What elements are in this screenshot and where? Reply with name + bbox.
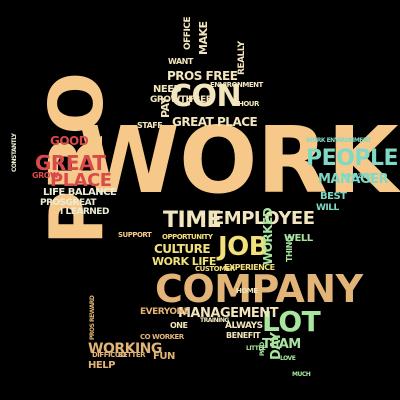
cloud-word: LIFE BALANCE — [43, 187, 117, 198]
cloud-word: HELP — [88, 360, 115, 371]
cloud-word: STAFF — [137, 121, 163, 130]
cloud-word: GROWTH — [150, 95, 193, 105]
cloud-word: GOOD — [50, 134, 89, 148]
cloud-word: PROS FREE — [167, 69, 238, 83]
cloud-word: CUSTOMER — [195, 265, 235, 273]
cloud-word: WORK LIFE — [152, 255, 216, 268]
cloud-word: COMPANY — [155, 267, 363, 311]
cloud-word: PEOPLE — [305, 146, 399, 171]
cloud-word: GREAT PLACE — [172, 115, 258, 129]
cloud-word: WORKED — [261, 207, 275, 265]
cloud-word: EXPERIENCE — [224, 263, 275, 272]
cloud-word: LITTLE — [246, 345, 266, 352]
cloud-word: FREE — [188, 95, 212, 105]
cloud-word: ALWAYS — [225, 321, 263, 331]
cloud-word: AMAZING — [344, 173, 373, 180]
cloud-word: FUN — [153, 351, 175, 362]
cloud-word: REALLY — [237, 41, 247, 75]
cloud-word: I LEARNED — [60, 207, 109, 217]
cloud-word: CON — [170, 79, 242, 114]
cloud-word: MUCH — [292, 371, 311, 378]
cloud-word: OFFICE — [183, 16, 193, 50]
cloud-word: OPPORTUNITY — [162, 233, 213, 241]
cloud-word: BETTER — [118, 351, 146, 359]
cloud-word: LOVE — [280, 355, 296, 362]
cloud-word: CULTURE — [154, 242, 211, 256]
cloud-word: ONE — [170, 321, 188, 330]
cloud-word: WORK ENVIRONMENT — [306, 137, 372, 144]
cloud-word: SUPPORT — [118, 231, 152, 239]
cloud-word: LOT — [262, 305, 321, 338]
cloud-word: CO WORKER — [140, 333, 184, 341]
cloud-word: GROW — [32, 171, 59, 180]
cloud-word: DIFFICULT — [92, 351, 127, 359]
cloud-word: BENEFIT — [226, 331, 261, 340]
cloud-word: HOUR — [238, 100, 259, 108]
cloud-word: WILL — [316, 203, 339, 213]
cloud-word: MAKE — [197, 21, 210, 56]
cloud-word: TRAINING — [200, 317, 229, 324]
cloud-word: PAID — [259, 342, 266, 356]
cloud-word: MANAGER — [318, 172, 389, 187]
cloud-word: TEAM — [262, 337, 301, 352]
cloud-word: PROS REWARD — [89, 295, 96, 340]
cloud-word: JOB — [218, 232, 269, 262]
cloud-word: WANT — [168, 57, 193, 66]
cloud-word: TIME — [163, 208, 222, 233]
cloud-word: PLACE — [50, 170, 112, 191]
cloud-word: BEST — [320, 191, 347, 202]
cloud-word: PROSGREAT — [40, 198, 97, 208]
cloud-word: CONSTANTLY — [11, 133, 18, 172]
cloud-word: MANAGEMENT — [178, 306, 279, 321]
cloud-word: ENVIRONMENT — [210, 81, 263, 89]
cloud-word: PAY — [159, 97, 172, 118]
cloud-word: NEED — [153, 84, 182, 95]
cloud-word: EMPLOYEE — [212, 208, 315, 229]
cloud-word: WORK — [78, 107, 398, 214]
cloud-word: THING — [285, 236, 294, 262]
cloud-word: HOME — [236, 287, 258, 295]
cloud-word: EVERYONE — [140, 307, 190, 317]
cloud-word: WORKING — [88, 341, 162, 357]
cloud-word: GREAT — [35, 151, 106, 175]
cloud-word: WELL — [284, 233, 313, 244]
